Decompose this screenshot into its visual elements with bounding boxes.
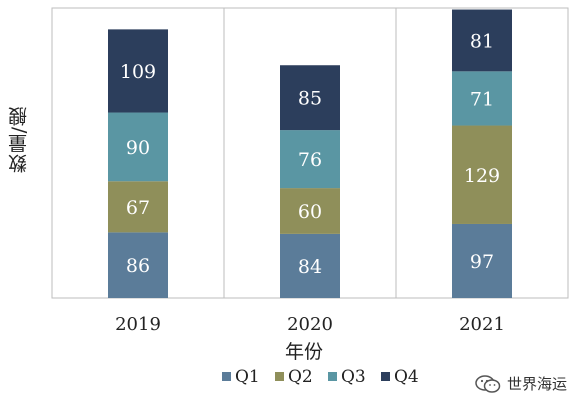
- bar-q2-2019: [108, 181, 168, 233]
- legend-label-q2: Q2: [288, 367, 313, 387]
- bar-q4-2020: [280, 65, 340, 131]
- watermark: 世界海运: [475, 373, 567, 394]
- legend-swatch-q1: [222, 372, 231, 381]
- x-axis-label: 年份: [285, 341, 323, 363]
- data-label: 90: [126, 137, 150, 159]
- legend-swatch-q4: [381, 372, 390, 381]
- bar-q3-2020: [280, 130, 340, 189]
- data-label: 129: [464, 165, 500, 187]
- x-tick-label: 2021: [459, 314, 505, 335]
- bar-q3-2019: [108, 112, 168, 182]
- data-label: 71: [470, 88, 494, 110]
- y-axis-label: 数量/艘: [7, 106, 30, 174]
- legend-swatch-q3: [328, 372, 337, 381]
- data-label: 67: [126, 197, 150, 219]
- data-label: 109: [120, 61, 156, 83]
- data-label: 76: [298, 149, 322, 171]
- bar-q2-2020: [280, 188, 340, 234]
- data-label: 85: [298, 88, 322, 110]
- x-tick-label: 2019: [115, 314, 161, 335]
- legend-label-q1: Q1: [235, 367, 260, 387]
- bar-q4-2021: [452, 9, 512, 72]
- watermark-text: 世界海运: [506, 375, 567, 393]
- wechat-icon: [475, 374, 501, 394]
- bar-q1-2021: [452, 223, 512, 298]
- data-label: 97: [470, 251, 494, 273]
- legend-label-q4: Q4: [394, 367, 419, 387]
- legend-label-q3: Q3: [341, 367, 366, 387]
- x-tick-label: 2020: [287, 314, 333, 335]
- bar-q3-2021: [452, 71, 512, 126]
- data-label: 84: [298, 256, 322, 278]
- bar-q4-2019: [108, 29, 168, 113]
- data-label: 81: [470, 30, 494, 52]
- bar-q1-2020: [280, 233, 340, 298]
- data-label: 60: [298, 201, 322, 223]
- bar-q1-2019: [108, 232, 168, 298]
- data-label: 86: [126, 255, 150, 277]
- legend-swatch-q2: [275, 372, 284, 381]
- bar-q2-2021: [452, 125, 512, 224]
